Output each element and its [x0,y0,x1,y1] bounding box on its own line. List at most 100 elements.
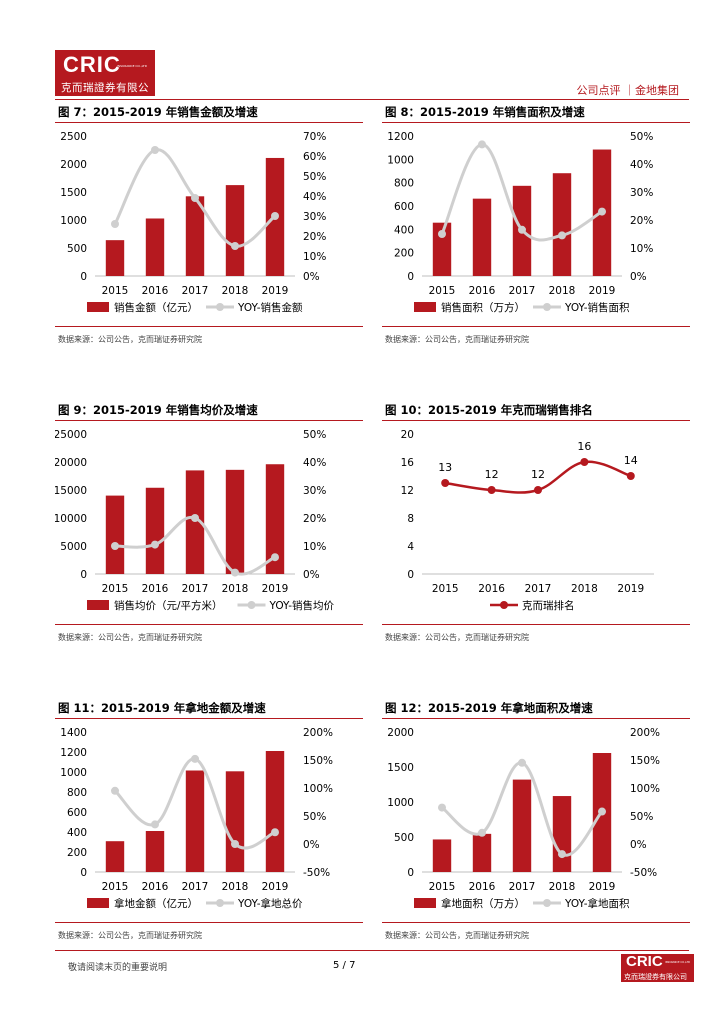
figure-top-rule [55,122,363,123]
x-tick-label: 2018 [222,881,249,893]
y-tick-label: 0 [407,867,414,879]
legend-line-marker [216,303,224,311]
y2-tick-label: 0% [630,839,647,851]
x-tick-label: 2015 [102,881,129,893]
y2-tick-label: 50% [630,131,653,143]
legend-bar-swatch [414,302,436,312]
y-tick-label: 2000 [387,727,414,739]
chart: 0 500 1000 1500 2000 -50% 0% 50% 100% 150% 200% 201… [382,720,690,924]
rank-point [580,458,589,466]
yoy-point [438,803,446,812]
y-tick-label: 8 [407,513,414,525]
yoy-point [558,850,566,859]
x-tick-label: 2016 [469,285,496,297]
figure-title: 图 10：2015-2019 年克而瑞销售排名 [385,403,593,417]
x-tick-label: 2015 [102,583,129,595]
chart-svg: 0 200 400 600 800 1000 1200 0% 10% 20% 30% 40% 50% 20… [387,131,653,314]
y2-tick-label: -50% [630,867,657,879]
y2-tick-label: -50% [303,867,330,879]
yoy-point [438,230,446,238]
bar [105,495,125,574]
bar [105,240,125,276]
chart-svg: 0 200 400 600 800 1000 1200 1400 -50% 0% 50% 100% 15… [60,727,333,910]
data-source: 数据来源：公司公告，克而瑞证券研究院 [58,335,202,344]
bar [472,833,492,872]
footer-logo: CRIC INSURANCE CO.,LTD 克而瑞證券有限公司 [621,953,694,982]
y2-tick-label: 30% [630,187,653,199]
legend-line-label: YOY-拿地总价 [237,897,303,910]
figure-top-rule [382,122,690,123]
y2-tick-label: 50% [303,811,326,823]
logo-cn-text: 克而瑞證券有限公司 [61,82,149,109]
yoy-point [111,542,119,550]
y2-tick-label: 20% [303,513,326,525]
y2-tick-label: 10% [303,541,326,553]
y2-tick-label: 100% [630,783,660,795]
bar [145,218,165,276]
y-tick-label: 0 [80,867,87,879]
rank-point [487,486,496,494]
data-source: 数据来源：公司公告，克而瑞证券研究院 [385,633,529,642]
bar [185,770,205,872]
legend-line-marker [500,601,508,609]
bar [145,487,165,574]
yoy-point [271,553,279,562]
header-divider [55,99,689,100]
yoy-line [440,142,603,242]
x-tick-label: 2019 [589,285,616,297]
x-tick-label: 2017 [509,285,536,297]
figure-top-rule [382,420,690,421]
rank-point [441,479,450,487]
legend-line-label: YOY-销售面积 [564,301,630,314]
footer-logo-cn: 克而瑞證券有限公司 [624,973,687,981]
y-tick-label: 25000 [55,429,87,441]
y-tick-label: 1500 [387,762,414,774]
y2-tick-label: 50% [630,811,653,823]
figure-title: 图 8：2015-2019 年销售面积及增速 [385,105,585,119]
legend-line-marker [543,899,551,907]
y-tick-label: 20 [401,429,414,441]
legend-bar-label: 销售面积（万方） [441,301,525,314]
bar [432,839,452,872]
yoy-point [151,820,159,829]
y-tick-label: 1500 [60,187,87,199]
legend-line-marker [247,601,256,609]
data-source: 数据来源：公司公告，克而瑞证券研究院 [385,335,529,344]
y2-tick-label: 0% [303,271,320,283]
figure-title: 图 12：2015-2019 年拿地面积及增速 [385,701,593,715]
yoy-point [231,568,239,577]
bar [552,173,572,276]
yoy-point [598,807,606,816]
bar [225,185,245,276]
yoy-point [478,828,486,837]
x-tick-label: 2015 [432,583,459,595]
figure-title: 图 7：2015-2019 年销售金额及增速 [58,105,258,119]
figure-top-rule [55,420,363,421]
y2-tick-label: 0% [630,271,647,283]
y-tick-label: 1000 [387,797,414,809]
figure-top-rule [55,718,363,719]
y-tick-label: 0 [407,271,414,283]
cric-logo: CRIC INSURANCE CO.,LTD 克而瑞證券有限公司 [55,50,155,109]
y-tick-label: 500 [67,243,87,255]
yoy-point [111,786,119,795]
y2-tick-label: 10% [630,243,653,255]
x-tick-label: 2016 [142,285,169,297]
legend-line-label: YOY-销售均价 [269,599,335,612]
chart-svg: 0 5000 10000 15000 20000 25000 0% 10% 20% 30% 40% 5… [54,429,335,612]
y-tick-label: 12 [401,485,414,497]
y-tick-label: 15000 [55,485,87,497]
header-title: 公司点评 ｜金地集团 [576,84,680,97]
bar [432,222,452,276]
x-tick-label: 2015 [429,285,456,297]
y2-tick-label: 20% [303,231,326,243]
y2-tick-label: 30% [303,211,326,223]
bar [225,771,245,872]
x-tick-label: 2019 [262,285,289,297]
bar [265,464,285,574]
y-tick-label: 5000 [60,541,87,553]
y-tick-label: 16 [401,457,415,469]
y-tick-label: 20000 [55,457,87,469]
legend-bar-swatch [87,600,109,610]
y2-tick-label: 30% [303,485,326,497]
